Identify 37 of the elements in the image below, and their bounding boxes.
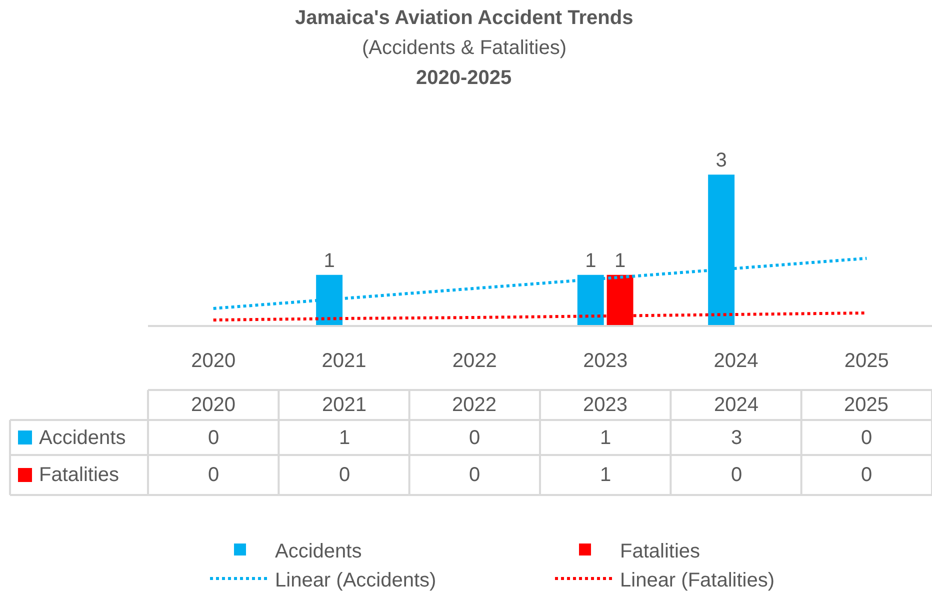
text: 1	[324, 250, 335, 272]
category-label: 2020	[191, 394, 236, 416]
text: 1	[585, 250, 596, 272]
chart-subtitle: (Accidents & Fatalities)	[362, 37, 567, 59]
data-label: 0	[861, 427, 872, 449]
category-label: 2025	[844, 394, 888, 416]
x-tick-label: 2023	[583, 350, 628, 372]
text: 2020-2025	[416, 67, 512, 89]
text: Accidents	[39, 427, 126, 449]
x-tick-label: 2024	[714, 350, 758, 372]
chart-title: Jamaica's Aviation Accident Trends	[295, 7, 634, 29]
text: 1	[614, 250, 626, 272]
data-label: 0	[208, 427, 220, 449]
data-label: 0	[731, 464, 742, 486]
x-tick-label: 2021	[322, 350, 366, 372]
category-label: 2023	[583, 394, 628, 416]
text: 3	[716, 150, 727, 172]
data-label: 1	[600, 427, 612, 449]
data-label: 0	[208, 464, 220, 486]
legend-label: Linear (Accidents)	[275, 569, 436, 592]
data-label: 0	[339, 464, 350, 486]
text: Fatalities	[39, 464, 120, 486]
legend-label: Fatalities	[620, 540, 700, 562]
legend-label: Accidents	[275, 540, 362, 562]
x-tick-label: 2020	[191, 350, 236, 372]
category-label: 2022	[452, 394, 496, 416]
data-label: 0	[469, 427, 480, 449]
legend-label: Linear (Fatalities)	[620, 569, 775, 592]
category-label: 2021	[322, 394, 366, 416]
data-label: 0	[469, 464, 480, 486]
x-tick-label: 2022	[452, 350, 497, 372]
data-label: 3	[731, 427, 742, 449]
data-label: 1	[600, 464, 612, 486]
x-tick-label: 2025	[844, 350, 889, 372]
data-label: 0	[861, 464, 872, 486]
category-label: 2024	[714, 394, 758, 416]
data-label: 1	[339, 427, 350, 449]
